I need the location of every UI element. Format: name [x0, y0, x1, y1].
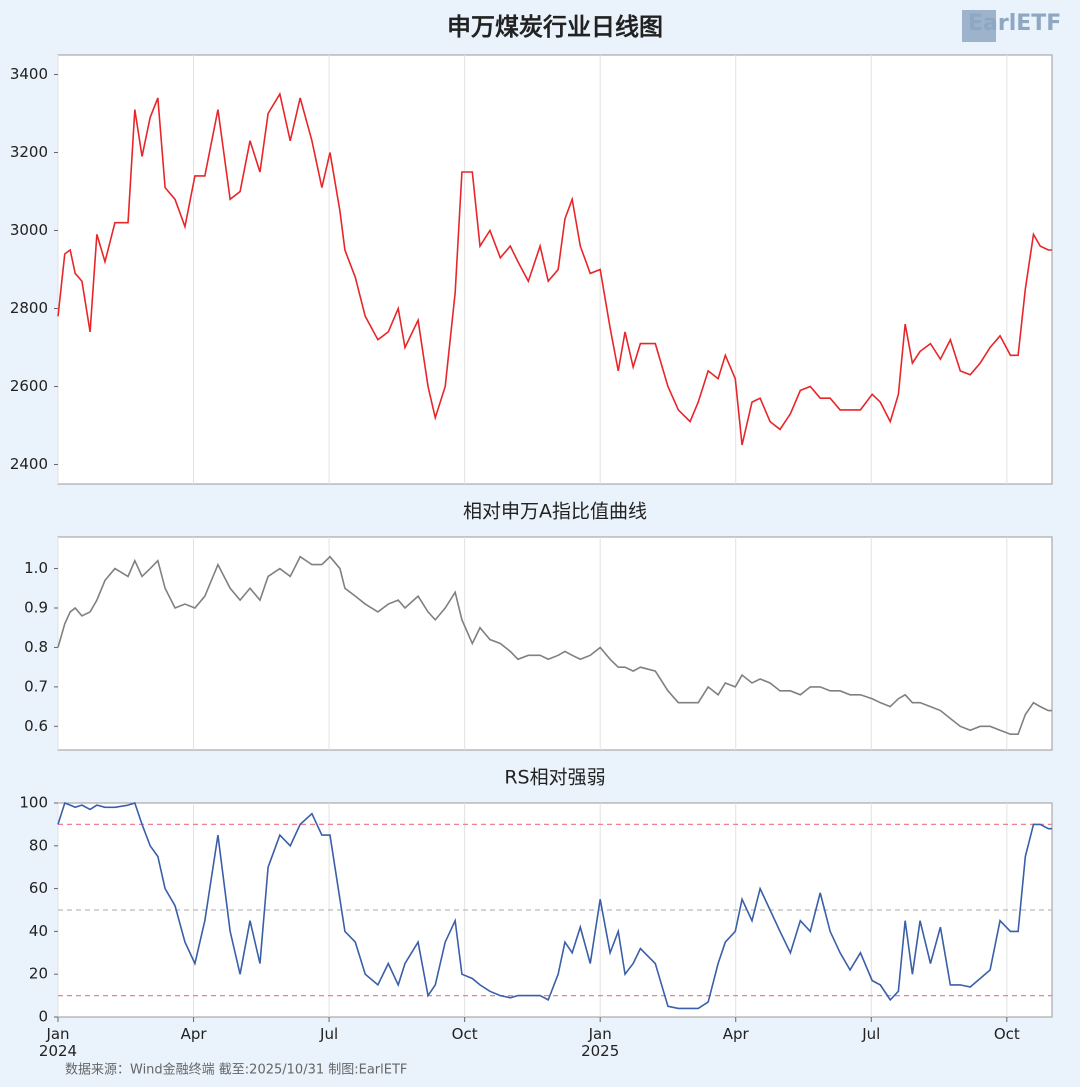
y-tick-label: 2400 — [10, 455, 48, 473]
y-tick-label: 3200 — [10, 143, 48, 161]
y-tick-label: 3400 — [10, 65, 48, 83]
x-tick-label: Jul — [861, 1025, 880, 1043]
y-tick-label: 0.6 — [24, 717, 48, 735]
plot-area — [57, 536, 1053, 751]
y-tick-label: 0 — [38, 1008, 48, 1026]
data-line — [57, 801, 1052, 1010]
plot-area — [57, 54, 1053, 485]
y-tick-label: 0.8 — [24, 638, 48, 656]
data-line — [57, 91, 1052, 446]
y-tick-label: 100 — [19, 794, 48, 812]
x-tick-label: Jul — [319, 1025, 338, 1043]
x-tick-label: Jan 2024 — [39, 1025, 77, 1060]
y-tick-label: 0.7 — [24, 677, 48, 695]
y-tick-label: 80 — [29, 836, 48, 854]
y-tick-label: 1.0 — [24, 559, 48, 577]
logo: EarlETF — [968, 11, 1061, 36]
y-tick-label: 60 — [29, 879, 48, 897]
y-tick-label: 3000 — [10, 221, 48, 239]
logo-icon — [962, 10, 996, 42]
panel-title: 申万煤炭行业日线图 — [447, 13, 663, 41]
y-tick-label: 0.9 — [24, 599, 48, 617]
y-tick-label: 20 — [29, 965, 48, 983]
y-tick-label: 2600 — [10, 377, 48, 395]
x-tick-label: Apr — [181, 1025, 208, 1043]
y-tick-label: 40 — [29, 922, 48, 940]
x-tick-label: Oct — [452, 1025, 478, 1043]
panel-title: RS相对强弱 — [504, 767, 605, 789]
x-tick-label: Apr — [723, 1025, 750, 1043]
x-tick-label: Oct — [994, 1025, 1020, 1043]
y-tick-label: 2800 — [10, 299, 48, 317]
footer: 数据来源：Wind金融终端 截至:2025/10/31 制图:EarlETF — [65, 1062, 407, 1078]
panel-title: 相对申万A指比值曲线 — [463, 501, 647, 523]
x-tick-label: Jan 2025 — [581, 1025, 619, 1060]
data-line — [57, 555, 1052, 736]
